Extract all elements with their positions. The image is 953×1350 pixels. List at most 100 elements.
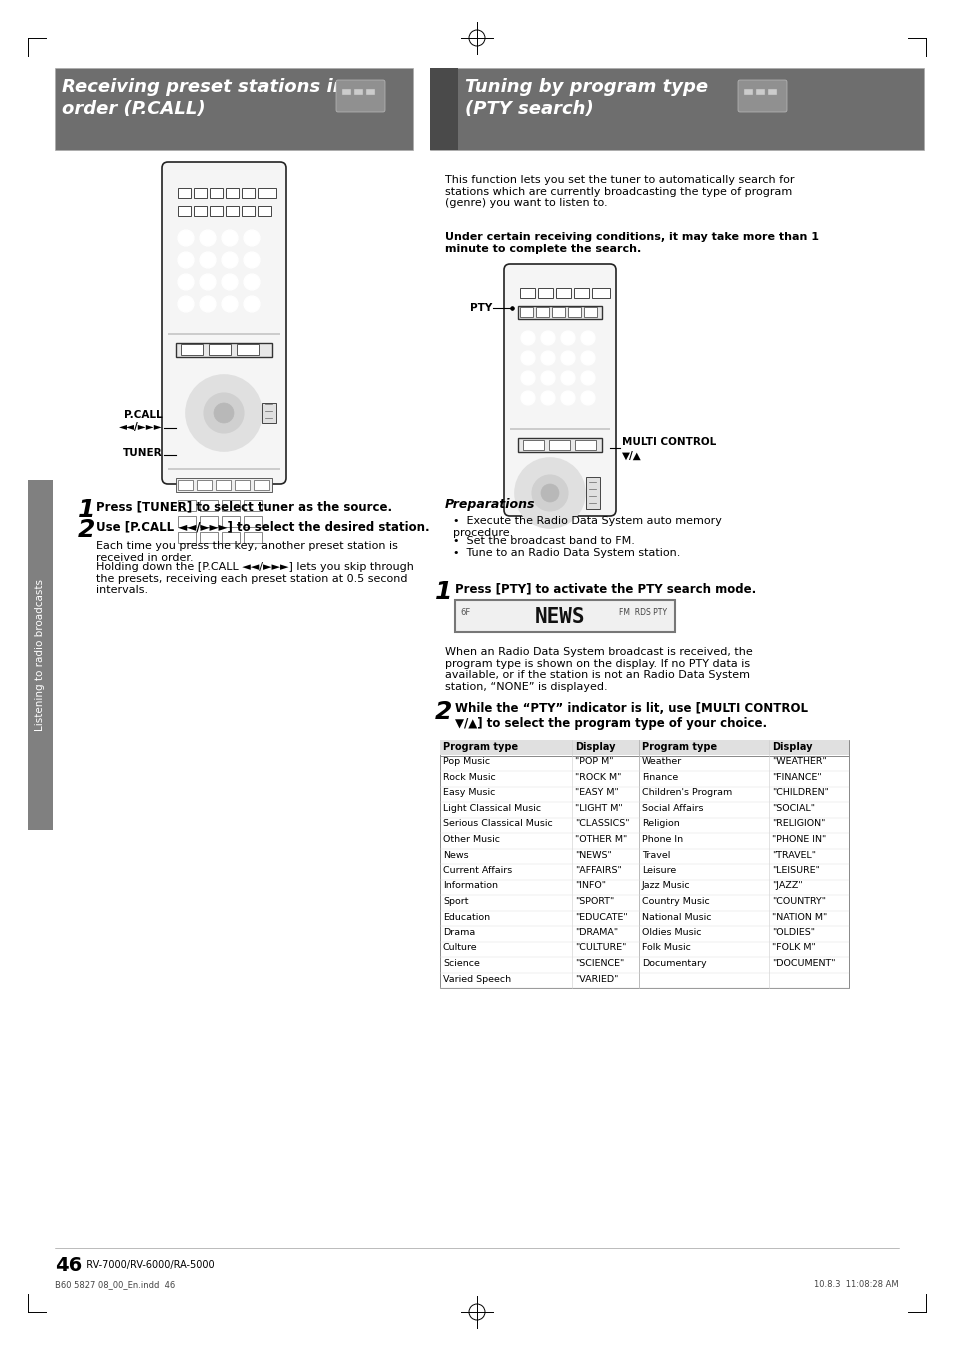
Circle shape xyxy=(540,371,555,385)
Bar xyxy=(755,89,764,95)
Bar xyxy=(556,288,571,298)
Circle shape xyxy=(540,331,555,346)
Bar xyxy=(366,89,375,95)
Bar xyxy=(242,207,254,216)
Bar xyxy=(354,89,363,95)
Text: Religion: Religion xyxy=(641,819,679,829)
Circle shape xyxy=(200,296,215,312)
Text: "PHONE IN": "PHONE IN" xyxy=(771,836,825,844)
Circle shape xyxy=(178,252,193,269)
Text: •  Execute the Radio Data System auto memory
procedure.: • Execute the Radio Data System auto mem… xyxy=(453,516,721,537)
Text: While the “PTY” indicator is lit, use [MULTI CONTROL
▼/▲] to select the program : While the “PTY” indicator is lit, use [M… xyxy=(455,702,807,730)
Text: "SOCIAL": "SOCIAL" xyxy=(771,805,814,813)
Bar xyxy=(244,516,262,526)
Text: Easy Music: Easy Music xyxy=(442,788,495,798)
Bar xyxy=(242,188,254,198)
Text: 1: 1 xyxy=(78,498,95,522)
Bar xyxy=(222,532,240,543)
Circle shape xyxy=(244,252,260,269)
Text: "RELIGION": "RELIGION" xyxy=(771,819,824,829)
Circle shape xyxy=(580,331,595,346)
Bar xyxy=(193,188,207,198)
Text: "NATION M": "NATION M" xyxy=(771,913,826,922)
Circle shape xyxy=(580,392,595,405)
Bar xyxy=(253,481,269,490)
Bar xyxy=(28,481,53,830)
Text: "AFFAIRS": "AFFAIRS" xyxy=(575,865,621,875)
Text: Jazz Music: Jazz Music xyxy=(641,882,690,891)
Text: Culture: Culture xyxy=(442,944,477,953)
Text: Listening to radio broadcasts: Listening to radio broadcasts xyxy=(35,579,46,730)
FancyBboxPatch shape xyxy=(335,80,385,112)
Text: National Music: National Music xyxy=(641,913,711,922)
Text: 1: 1 xyxy=(435,580,452,603)
Circle shape xyxy=(244,230,260,246)
Text: Light Classical Music: Light Classical Music xyxy=(442,805,540,813)
Bar xyxy=(510,428,609,431)
Text: Oldies Music: Oldies Music xyxy=(641,927,700,937)
Text: order (P.CALL): order (P.CALL) xyxy=(62,100,206,117)
Text: "POP M": "POP M" xyxy=(575,757,613,767)
Bar xyxy=(548,440,569,450)
Text: Varied Speech: Varied Speech xyxy=(442,975,511,984)
Text: Display: Display xyxy=(771,743,812,752)
Circle shape xyxy=(200,252,215,269)
Bar xyxy=(200,500,218,512)
Circle shape xyxy=(540,485,558,502)
Bar xyxy=(455,599,675,632)
Circle shape xyxy=(244,296,260,312)
Bar xyxy=(574,288,588,298)
Text: MULTI CONTROL: MULTI CONTROL xyxy=(621,437,716,447)
Text: "WEATHER": "WEATHER" xyxy=(771,757,826,767)
Text: 2: 2 xyxy=(78,518,95,541)
Text: "SCIENCE": "SCIENCE" xyxy=(575,958,623,968)
Circle shape xyxy=(540,392,555,405)
Text: "OTHER M": "OTHER M" xyxy=(575,836,626,844)
Bar xyxy=(226,207,239,216)
FancyBboxPatch shape xyxy=(503,265,616,516)
Text: Display: Display xyxy=(575,743,615,752)
Circle shape xyxy=(560,371,575,385)
Text: FM  RDS PTY: FM RDS PTY xyxy=(618,608,666,617)
Text: Documentary: Documentary xyxy=(641,958,706,968)
Bar xyxy=(519,288,535,298)
Text: 10.8.3  11:08:28 AM: 10.8.3 11:08:28 AM xyxy=(814,1280,898,1289)
Text: Program type: Program type xyxy=(442,743,517,752)
Text: "OLDIES": "OLDIES" xyxy=(771,927,814,937)
Bar xyxy=(743,89,752,95)
Text: RV-7000/RV-6000/RA-5000: RV-7000/RV-6000/RA-5000 xyxy=(80,1260,214,1270)
Bar xyxy=(537,288,553,298)
Text: When an Radio Data System broadcast is received, the
program type is shown on th: When an Radio Data System broadcast is r… xyxy=(444,647,752,691)
Circle shape xyxy=(520,371,535,385)
Bar xyxy=(181,344,203,355)
Circle shape xyxy=(178,230,193,246)
Bar xyxy=(439,740,848,756)
Bar xyxy=(522,440,543,450)
Text: Rock Music: Rock Music xyxy=(442,774,496,782)
Circle shape xyxy=(244,274,260,290)
Bar xyxy=(583,306,597,317)
Text: P.CALL: P.CALL xyxy=(124,410,163,420)
Text: Travel: Travel xyxy=(641,850,670,860)
Text: "ROCK M": "ROCK M" xyxy=(575,774,620,782)
Text: Information: Information xyxy=(442,882,497,891)
Bar xyxy=(767,89,776,95)
Bar xyxy=(222,516,240,526)
FancyBboxPatch shape xyxy=(738,80,786,112)
Circle shape xyxy=(532,475,567,512)
Text: Tuning by program type: Tuning by program type xyxy=(464,78,707,96)
Circle shape xyxy=(222,230,237,246)
Circle shape xyxy=(222,296,237,312)
Text: (PTY search): (PTY search) xyxy=(464,100,593,117)
Bar xyxy=(200,532,218,543)
Circle shape xyxy=(520,392,535,405)
Text: Use [P.CALL ◄◄/►►►] to select the desired station.: Use [P.CALL ◄◄/►►►] to select the desire… xyxy=(96,520,429,533)
Circle shape xyxy=(560,331,575,346)
Text: NEWS: NEWS xyxy=(535,608,585,626)
Text: Leisure: Leisure xyxy=(641,865,676,875)
Circle shape xyxy=(213,404,233,423)
Text: "SPORT": "SPORT" xyxy=(575,896,614,906)
Bar xyxy=(210,207,223,216)
Text: "CULTURE": "CULTURE" xyxy=(575,944,626,953)
Text: "CLASSICS": "CLASSICS" xyxy=(575,819,629,829)
